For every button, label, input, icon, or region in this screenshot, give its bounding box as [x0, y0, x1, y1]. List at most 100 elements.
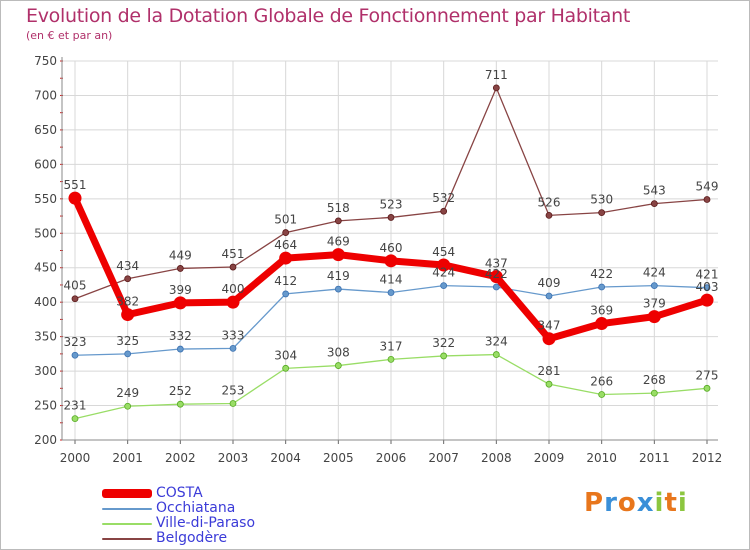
data-point-belgodere [545, 211, 553, 219]
data-label-costa: 399 [169, 283, 192, 297]
y-tick-label: 350 [34, 330, 57, 344]
data-point-belgodere [124, 275, 132, 283]
data-point-ville-di-paraso [71, 415, 79, 423]
legend-label-belgodere: Belgodère [156, 530, 228, 546]
data-point-costa [647, 310, 661, 324]
data-label-occhiatana: 333 [222, 328, 245, 342]
data-point-belgodere [440, 207, 448, 215]
proxiti-logo: Proxiti [584, 488, 688, 518]
y-tick-label: 500 [34, 226, 57, 240]
x-tick-label: 2005 [323, 451, 354, 465]
data-point-belgodere [71, 295, 79, 303]
data-point-occhiatana [282, 290, 290, 298]
x-tick-label: 2001 [112, 451, 143, 465]
data-point-costa [700, 293, 714, 307]
y-tick-label: 400 [34, 295, 57, 309]
data-label-costa: 379 [643, 297, 666, 311]
data-label-belgodere: 711 [485, 68, 508, 82]
legend-item-occhiatana: Occhiatana [102, 501, 255, 516]
legend-swatch-costa [102, 489, 152, 498]
data-label-belgodere: 526 [538, 195, 561, 209]
y-tick-label: 300 [34, 364, 57, 378]
legend-swatch-belgodere [102, 537, 152, 540]
x-tick-label: 2004 [270, 451, 301, 465]
legend-label-occhiatana: Occhiatana [156, 500, 236, 516]
data-point-belgodere [387, 214, 395, 221]
data-label-occhiatana: 412 [274, 274, 297, 288]
data-point-occhiatana [176, 345, 184, 353]
legend-item-costa: COSTA [102, 486, 255, 501]
data-point-belgodere [650, 200, 658, 208]
data-point-belgodere [334, 217, 342, 225]
x-tick-label: 2002 [165, 451, 196, 465]
data-point-belgodere [492, 84, 500, 92]
legend-swatch-ville-di-paraso [102, 522, 152, 525]
data-point-occhiatana [71, 351, 79, 359]
data-label-ville-di-paraso: 253 [222, 383, 245, 397]
data-label-belgodere: 449 [169, 248, 192, 262]
data-point-ville-di-paraso [440, 352, 448, 360]
y-tick-label: 450 [34, 261, 57, 275]
data-point-occhiatana [492, 283, 500, 291]
data-point-costa [331, 248, 345, 262]
legend-item-ville-di-paraso: Ville-di-Paraso [102, 516, 255, 531]
x-tick-label: 2009 [534, 451, 565, 465]
data-point-ville-di-paraso [598, 391, 606, 398]
data-point-costa [595, 317, 609, 331]
data-point-ville-di-paraso [703, 384, 711, 392]
data-label-belgodere: 518 [327, 201, 350, 215]
data-label-occhiatana: 409 [538, 276, 561, 290]
data-point-ville-di-paraso [492, 351, 500, 358]
data-label-belgodere: 451 [222, 247, 245, 261]
data-label-costa: 403 [696, 280, 719, 294]
data-label-ville-di-paraso: 252 [169, 384, 192, 398]
data-point-occhiatana [334, 285, 342, 293]
legend-label-ville-di-paraso: Ville-di-Paraso [156, 515, 256, 531]
data-point-ville-di-paraso [176, 400, 184, 408]
data-point-ville-di-paraso [282, 364, 290, 372]
data-point-costa [437, 258, 451, 272]
data-point-costa [121, 308, 135, 322]
data-label-occhiatana: 323 [64, 335, 87, 349]
data-label-ville-di-paraso: 317 [380, 339, 403, 353]
data-label-costa: 347 [538, 319, 561, 333]
data-label-ville-di-paraso: 324 [485, 335, 508, 349]
data-label-costa: 454 [432, 245, 455, 259]
data-label-belgodere: 543 [643, 184, 666, 198]
data-label-costa: 469 [327, 235, 350, 249]
legend-swatch-occhiatana [102, 507, 152, 510]
data-point-ville-di-paraso [334, 362, 342, 369]
data-label-belgodere: 532 [432, 191, 455, 205]
data-label-belgodere: 434 [116, 259, 139, 273]
data-point-ville-di-paraso [124, 402, 132, 410]
data-label-occhiatana: 414 [380, 273, 403, 287]
data-label-ville-di-paraso: 281 [538, 364, 561, 378]
data-point-ville-di-paraso [650, 389, 658, 397]
data-point-occhiatana [124, 350, 132, 358]
data-label-costa: 437 [485, 257, 508, 271]
data-label-costa: 464 [274, 238, 297, 252]
chart-title: Evolution de la Dotation Globale de Fonc… [26, 5, 631, 27]
data-label-belgodere: 549 [696, 180, 719, 194]
data-label-ville-di-paraso: 308 [327, 346, 350, 360]
legend-label-costa: COSTA [156, 485, 203, 501]
data-point-occhiatana [229, 344, 237, 352]
y-tick-label: 250 [34, 399, 57, 413]
data-label-occhiatana: 419 [327, 269, 350, 283]
data-label-costa: 400 [222, 282, 245, 296]
data-point-costa [279, 251, 293, 265]
x-tick-label: 2003 [218, 451, 249, 465]
data-label-occhiatana: 325 [116, 334, 139, 348]
data-label-ville-di-paraso: 304 [274, 348, 297, 362]
x-tick-label: 2012 [692, 451, 723, 465]
data-label-costa: 369 [590, 304, 613, 318]
data-point-costa [68, 191, 82, 205]
y-tick-label: 600 [34, 157, 57, 171]
data-label-occhiatana: 424 [432, 266, 455, 280]
x-tick-label: 2007 [428, 451, 459, 465]
data-label-ville-di-paraso: 275 [696, 368, 719, 382]
data-point-occhiatana [703, 284, 711, 292]
y-tick-label: 750 [34, 54, 57, 68]
